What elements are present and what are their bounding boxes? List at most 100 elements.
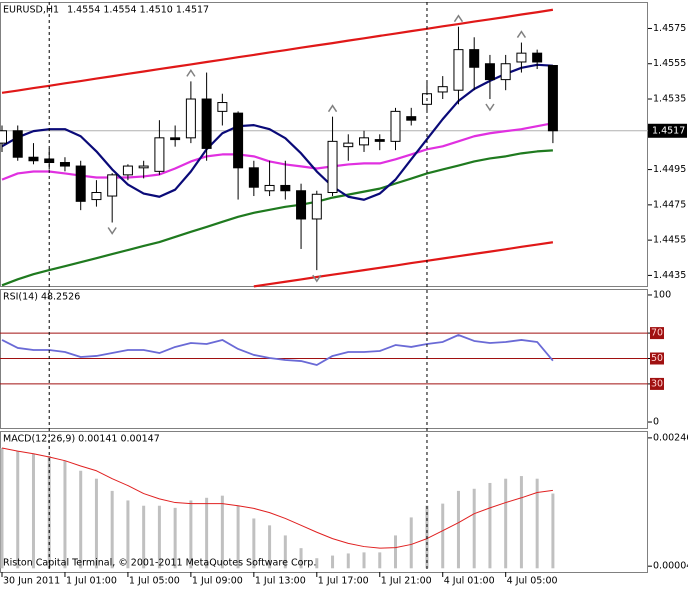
candle-body [453,49,464,91]
histogram-bar [472,488,476,569]
fractal-arrow [186,69,196,77]
x-tick-label: 1 Jul 05:00 [129,576,180,587]
fractal-arrow [453,14,464,23]
histogram-bar [205,497,209,569]
histogram-bar [268,525,272,569]
y-tick-label: 1.4455 [653,235,686,246]
level-label-box [650,327,664,340]
candle-body [437,86,448,93]
x-tick-label: 1 Jul 01:00 [66,576,117,587]
histogram-bar [504,478,508,569]
candle-body [122,165,133,176]
candle-body [107,174,118,197]
x-tick-label: 1 Jul 09:00 [192,576,243,587]
y-tick-label: 50 [651,353,663,364]
candle-body [406,116,417,121]
x-tick-label: 4 Jul 05:00 [507,576,558,587]
histogram-bar [16,451,20,569]
histogram-bar [362,552,366,569]
candle-body [311,193,322,220]
x-tick-label: 1 Jul 17:00 [318,576,369,587]
y-tick-label: 1.4495 [653,164,686,175]
candle-body [469,49,480,68]
x-tick-label: 1 Jul 21:00 [381,576,432,587]
candle-body [154,137,165,172]
histogram-bar [252,518,256,569]
chart-title: MACD(12,26,9) 0.00141 0.00147 [3,434,160,445]
fractal-arrow [327,104,338,113]
histogram-bar [236,505,240,569]
main-pane-frame [0,2,648,287]
candle-body [390,110,401,142]
candle-body [59,162,70,167]
level-label-box [650,377,664,390]
histogram-bar [378,552,382,569]
candle-body [547,65,558,132]
histogram-bar [441,503,445,569]
level-label-box [650,352,664,365]
histogram-bar [394,535,397,569]
candle-body [532,52,543,63]
indicator-line [1,149,553,287]
y-tick-label: 1.4435 [653,270,686,281]
candle-body [217,102,228,112]
histogram-bar [551,493,555,569]
histogram-bar [488,482,492,569]
candle-body [170,137,181,141]
x-tick-label: 4 Jul 01:00 [444,576,495,587]
last-price-label: 1.4517 [652,125,685,136]
y-tick-label: 100 [653,289,671,300]
histogram-bar [63,460,67,569]
fractal-arrow [107,227,117,235]
histogram-bar [535,478,539,569]
y-tick-label: 70 [651,328,663,339]
candle-body [359,137,370,146]
candle-body [201,98,212,149]
x-tick-label: 1 Jul 13:00 [255,576,306,587]
indicator-line [1,122,554,181]
y-tick-label: 0.00004 [653,561,688,572]
histogram-bar [519,476,523,569]
indicator-line [253,241,554,288]
fractal-arrow [312,274,322,283]
histogram-bar [142,505,146,569]
ohlc-info: 1.4554 1.4554 1.4510 1.4517 [67,5,209,16]
candle-body [296,190,307,220]
rsi-line [1,334,554,366]
histogram-bar [110,490,114,569]
candle-body [75,165,86,202]
y-tick-label: 1.4575 [653,23,686,34]
candle-body [28,156,39,162]
candle-body [500,63,511,81]
y-tick-label: 0 [653,417,659,428]
histogram-bar [31,453,35,569]
candle-body [343,142,354,148]
chart-title: EURUSD,H1 [3,5,59,16]
histogram-bar [299,548,303,569]
candle-body [264,184,275,192]
candle-body [12,130,23,158]
candle-body [280,184,291,192]
histogram-bar [456,490,460,569]
histogram-bar [157,505,161,569]
candle-body [0,130,7,144]
histogram-bar [0,447,4,569]
candle-body [248,167,259,188]
candle-body [91,192,102,201]
histogram-bar [409,517,413,569]
histogram-bar [283,535,287,569]
histogram-bar [126,500,130,569]
y-tick-label: 1.4555 [653,58,686,69]
y-tick-label: 1.4475 [653,199,686,210]
candle-body [327,140,338,194]
signal-line [1,447,553,549]
chart-title: RSI(14) 48.2526 [3,292,80,303]
candle-body [185,98,196,139]
histogram-bar [220,495,224,569]
footer-text: Riston Capital Terminal, © 2001-2011 Met… [3,558,316,569]
candle-body [374,139,385,142]
histogram-bar [173,507,177,569]
y-tick-label: 0.00246 [653,432,688,443]
histogram-bar [94,478,98,569]
